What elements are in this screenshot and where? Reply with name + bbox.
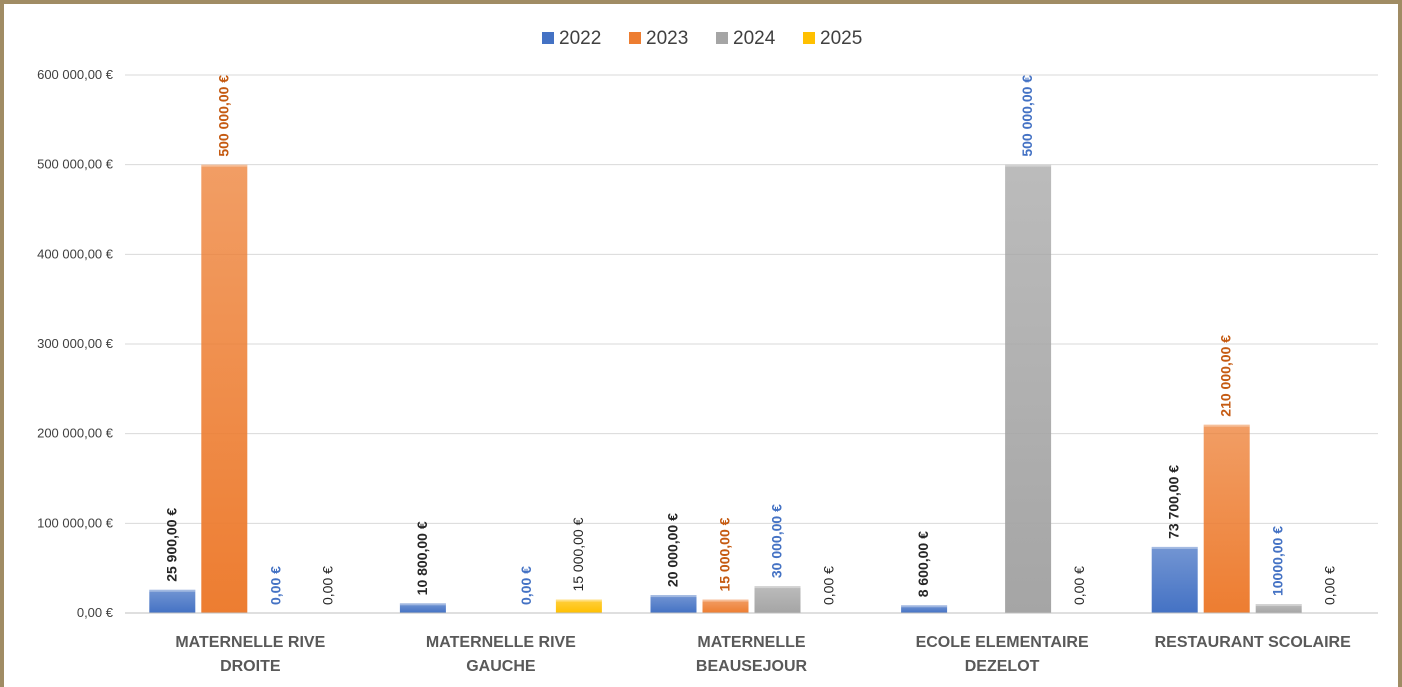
data-label: 0,00 €: [821, 566, 837, 605]
bar-highlight: [702, 599, 749, 602]
legend-swatch-2025: [803, 32, 815, 44]
data-label: 15 000,00 €: [717, 517, 733, 591]
data-label: 73 700,00 €: [1166, 465, 1182, 539]
bar-highlight: [149, 589, 196, 592]
data-label: 0,00 €: [518, 566, 534, 605]
gridlines: [125, 74, 1378, 614]
bar-2022-0[interactable]: [149, 589, 196, 613]
bar-highlight: [201, 164, 248, 167]
bar-highlight: [650, 595, 697, 598]
legend-label-2022: 2022: [559, 28, 601, 49]
bar-2022-3[interactable]: [901, 605, 948, 613]
bar-2025-1[interactable]: [555, 599, 602, 613]
bar-highlight: [1203, 424, 1250, 427]
bar-2024-4[interactable]: [1255, 604, 1302, 613]
bar-highlight: [1255, 604, 1302, 607]
data-label: 0,00 €: [267, 566, 283, 605]
x-category-label: DEZELOT: [965, 658, 1040, 675]
data-label: 0,00 €: [1322, 566, 1338, 605]
x-category-label: GAUCHE: [466, 658, 536, 675]
legend-label-2024: 2024: [733, 28, 776, 49]
y-tick-label: 500 000,00 €: [37, 157, 114, 172]
y-axis: 0,00 € 100 000,00 € 200 000,00 € 300 000,00…: [37, 67, 114, 620]
y-tick-label: 200 000,00 €: [37, 426, 114, 441]
x-category-label: RESTAURANT SCOLAIRE: [1155, 634, 1351, 651]
data-label: 20 000,00 €: [665, 513, 681, 587]
bar-highlight: [1005, 164, 1052, 167]
data-label: 30 000,00 €: [769, 504, 785, 578]
bar-highlight: [901, 605, 948, 608]
legend-swatch-2023: [629, 32, 641, 44]
bar-2023-2[interactable]: [702, 599, 749, 613]
data-label: 500 000,00 €: [1019, 75, 1035, 157]
bar-2022-1[interactable]: [399, 603, 446, 613]
x-category-label: MATERNELLE: [697, 634, 805, 651]
legend-label-2025: 2025: [820, 28, 862, 49]
x-category-label: DROITE: [220, 658, 281, 675]
x-category-label: BEAUSEJOUR: [696, 658, 808, 675]
x-category-label: MATERNELLE RIVE: [175, 634, 325, 651]
data-label: 10000,00 €: [1270, 526, 1286, 596]
data-label: 15 000,00 €: [570, 517, 586, 591]
x-axis: MATERNELLE RIVE DROITE MATERNELLE RIVE GAUC…: [125, 612, 1378, 675]
data-label: 25 900,00 €: [163, 508, 179, 582]
data-label: 0,00 €: [1071, 566, 1087, 605]
bar-2024-2[interactable]: [754, 586, 801, 613]
bar-highlight: [555, 599, 602, 602]
bars: [149, 164, 1302, 613]
data-label: 500 000,00 €: [215, 75, 231, 157]
legend-label-2023: 2023: [646, 28, 688, 49]
x-category-label: MATERNELLE RIVE: [426, 634, 576, 651]
bar-2024-3[interactable]: [1005, 164, 1052, 613]
x-category-label: ECOLE ELEMENTAIRE: [916, 634, 1089, 651]
y-tick-label: 600 000,00 €: [37, 67, 114, 82]
data-label: 0,00 €: [319, 566, 335, 605]
y-tick-label: 0,00 €: [77, 605, 114, 620]
legend: 2022 2023 2024 2025: [542, 28, 862, 49]
y-tick-label: 100 000,00 €: [37, 515, 114, 530]
data-labels: 25 900,00 € 500 000,00 € 0,00 € 0,00 € 10 80…: [163, 75, 1337, 605]
bar-highlight: [754, 586, 801, 589]
bar-2023-4[interactable]: [1203, 424, 1250, 613]
bar-2022-4[interactable]: [1151, 546, 1198, 613]
bar-highlight: [399, 603, 446, 606]
legend-swatch-2022: [542, 32, 554, 44]
data-label: 210 000,00 €: [1218, 335, 1234, 417]
y-tick-label: 300 000,00 €: [37, 336, 114, 351]
bar-highlight: [1151, 546, 1198, 549]
legend-swatch-2024: [716, 32, 728, 44]
bar-2023-0[interactable]: [201, 164, 248, 613]
y-tick-label: 400 000,00 €: [37, 246, 114, 261]
data-label: 8 600,00 €: [915, 531, 931, 597]
data-label: 10 800,00 €: [414, 521, 430, 595]
bar-2022-2[interactable]: [650, 595, 697, 613]
